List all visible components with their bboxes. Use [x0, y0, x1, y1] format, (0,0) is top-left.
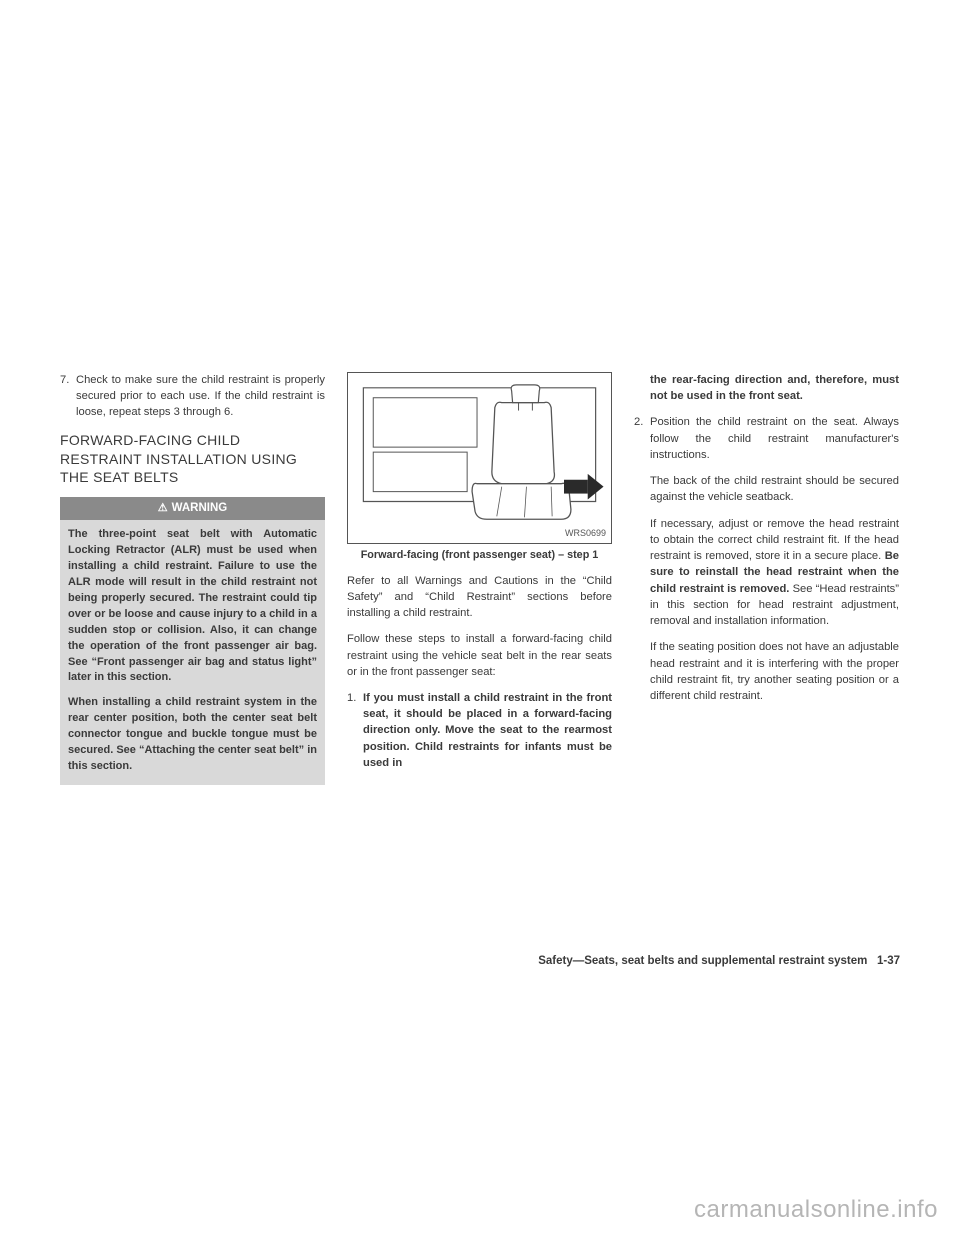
step-text: Check to make sure the child restraint i… — [76, 372, 325, 421]
footer-section: Safety—Seats, seat belts and supplementa… — [538, 955, 867, 967]
paragraph: Follow these steps to install a forward-… — [347, 631, 612, 680]
footer-page-number: 1-37 — [877, 955, 900, 967]
step-text: If you must install a child restraint in… — [363, 690, 612, 771]
page-footer: Safety—Seats, seat belts and supplementa… — [60, 955, 900, 967]
figure-seat-diagram: WRS0699 — [347, 372, 612, 544]
section-heading: FORWARD-FACING CHILD RESTRAINT INSTALLAT… — [60, 431, 325, 488]
watermark: carmanualsonline.info — [694, 1196, 938, 1224]
paragraph: If necessary, adjust or remove the head … — [650, 516, 899, 630]
step-1: 1. If you must install a child restraint… — [347, 690, 612, 771]
seat-illustration — [348, 373, 611, 543]
paragraph: If the seating position does not have an… — [650, 639, 899, 704]
figure-caption: Forward-facing (front passenger seat) – … — [347, 548, 612, 563]
warning-label: WARNING — [172, 500, 228, 517]
figure-id: WRS0699 — [565, 527, 606, 540]
step-7: 7. Check to make sure the child restrain… — [60, 372, 325, 421]
step-number: 7. — [60, 372, 76, 421]
step-number: 1. — [347, 690, 363, 771]
step-2: 2. Position the child restraint on the s… — [634, 414, 899, 714]
paragraph: Position the child restraint on the seat… — [650, 414, 899, 463]
step-number: 2. — [634, 414, 650, 714]
manual-page: 7. Check to make sure the child restrain… — [60, 372, 900, 785]
paragraph: Refer to all Warnings and Cautions in th… — [347, 573, 612, 622]
text-span: If necessary, adjust or remove the head … — [650, 518, 899, 562]
column-1: 7. Check to make sure the child restrain… — [60, 372, 325, 785]
paragraph: The back of the child restraint should b… — [650, 473, 899, 505]
column-3: the rear-facing direction and, therefore… — [634, 372, 899, 785]
column-2: WRS0699 Forward-facing (front passenger … — [347, 372, 612, 785]
continuation-text: the rear-facing direction and, therefore… — [634, 372, 899, 404]
warning-body: The three-point seat belt with Automatic… — [60, 520, 325, 785]
warning-paragraph: When installing a child restraint system… — [68, 695, 317, 775]
warning-paragraph: The three-point seat belt with Automatic… — [68, 527, 317, 686]
warning-header: ⚠ WARNING — [60, 497, 325, 520]
warning-icon: ⚠ — [158, 501, 168, 517]
step-text: Position the child restraint on the seat… — [650, 414, 899, 714]
